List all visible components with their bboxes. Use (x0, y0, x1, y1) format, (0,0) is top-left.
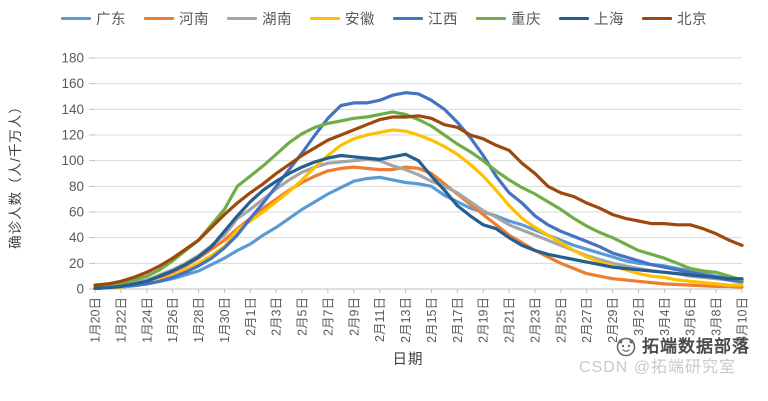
x-tick-label: 2月7日 (321, 297, 335, 336)
x-tick-label: 3月4日 (658, 297, 672, 336)
legend-line-swatch (642, 16, 672, 21)
series-line-上海 (93, 152, 744, 290)
legend-item-重庆: 重庆 (476, 8, 541, 29)
legend-label: 安徽 (345, 12, 375, 28)
legend-item-广东: 广东 (61, 8, 126, 29)
x-tick-label: 2月21日 (503, 297, 517, 343)
x-tick-label: 2月13日 (399, 297, 413, 343)
watermark-brand-text: 拓端数据部落 (642, 337, 750, 356)
watermark: 拓端数据部落 CSDN @拓端研究室 (579, 336, 750, 378)
x-tick-label: 1月30日 (218, 297, 232, 343)
legend-line-swatch (476, 16, 506, 21)
legend-line-swatch (559, 16, 589, 21)
legend-item-河南: 河南 (144, 8, 209, 29)
series-line-江西 (93, 91, 744, 290)
x-tick-label: 2月17日 (451, 297, 465, 343)
x-axis-title: 日期 (393, 351, 424, 368)
legend-item-江西: 江西 (393, 8, 458, 29)
x-tick-label: 2月25日 (554, 297, 568, 343)
legend-line-swatch (227, 16, 257, 21)
legend-item-北京: 北京 (642, 8, 707, 29)
x-tick-label: 2月29日 (606, 297, 620, 343)
x-tick-label: 2月1日 (244, 297, 258, 336)
y-axis-title: 确诊人数（人/千万人） (8, 99, 23, 249)
y-tick-label: 160 (61, 76, 84, 91)
legend-item-湖南: 湖南 (227, 8, 292, 29)
legend-line-swatch (61, 16, 91, 21)
series-line-广东 (93, 175, 744, 290)
x-tick-label: 2月23日 (528, 297, 542, 343)
watermark-logo-icon (616, 337, 636, 356)
y-tick-label: 100 (61, 153, 84, 168)
x-tick-label: 1月20日 (89, 297, 103, 343)
x-tick-label: 3月2日 (632, 297, 646, 336)
legend-item-安徽: 安徽 (310, 8, 375, 29)
y-tick-label: 180 (61, 51, 84, 66)
y-tick-label: 140 (61, 102, 84, 117)
x-tick-label: 2月15日 (425, 297, 439, 343)
legend-line-swatch (393, 16, 423, 21)
legend-label: 上海 (594, 12, 624, 28)
watermark-csdn-text: CSDN @拓端研究室 (578, 359, 736, 377)
y-tick-label: 60 (69, 205, 84, 220)
x-tick-label: 3月10日 (736, 297, 750, 343)
x-tick-label: 1月28日 (192, 297, 206, 343)
chart-legend: 广东 河南 湖南 安徽 江西 重庆 上海 北京 (0, 8, 768, 29)
y-tick-label: 20 (69, 256, 84, 271)
legend-label: 重庆 (511, 12, 541, 28)
legend-label: 湖南 (262, 12, 292, 28)
y-tick-label: 80 (69, 179, 84, 194)
x-tick-label: 1月22日 (114, 297, 128, 343)
series-line-北京 (93, 114, 744, 287)
y-tick-label: 0 (76, 282, 84, 297)
legend-label: 北京 (677, 12, 707, 28)
legend-label: 江西 (428, 12, 458, 28)
series-lines (93, 91, 744, 290)
y-tick-label: 40 (69, 230, 84, 245)
legend-label: 河南 (179, 12, 209, 28)
x-tick-label: 2月27日 (580, 297, 594, 343)
x-tick-label: 2月3日 (270, 297, 284, 336)
series-line-安徽 (93, 128, 744, 290)
x-tick-label: 2月9日 (347, 297, 361, 336)
legend-line-swatch (310, 16, 340, 21)
x-tick-label: 1月24日 (140, 297, 154, 343)
legend-line-swatch (144, 16, 174, 21)
x-tick-label: 2月11日 (373, 297, 387, 342)
x-tick-label: 3月8日 (710, 297, 724, 336)
x-tick-label: 2月5日 (296, 297, 310, 336)
legend-item-上海: 上海 (559, 8, 624, 29)
x-tick-label: 3月6日 (684, 297, 698, 336)
x-tick-label: 1月26日 (166, 297, 180, 343)
legend-label: 广东 (96, 12, 126, 28)
y-tick-label: 120 (61, 128, 84, 143)
x-tick-label: 2月19日 (477, 297, 491, 343)
